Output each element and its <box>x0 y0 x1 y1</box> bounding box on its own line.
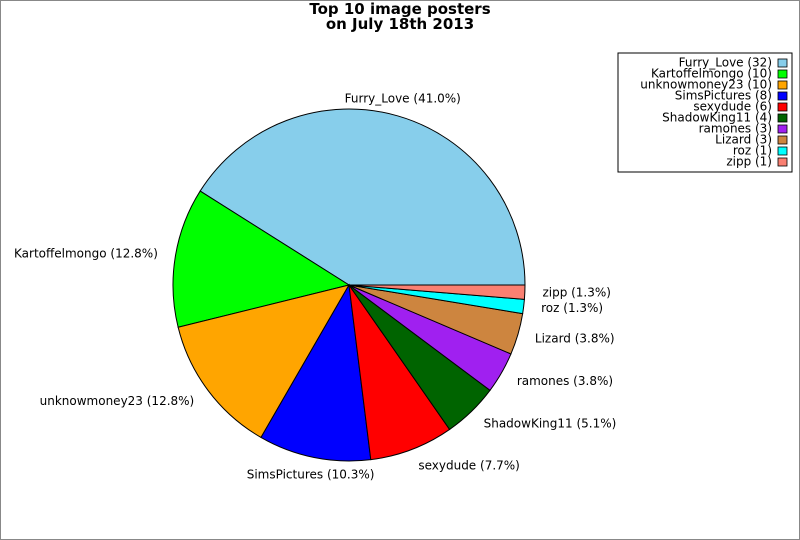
legend-swatch <box>777 91 788 101</box>
legend-swatch <box>777 135 788 145</box>
legend-label: ramones (3) <box>699 122 772 136</box>
legend-swatch <box>777 80 788 90</box>
legend-swatch <box>777 157 788 167</box>
legend-label: sexydude (6) <box>693 100 772 114</box>
legend-label: SimsPictures (8) <box>675 89 772 103</box>
slice-label: unknowmoney23 (12.8%) <box>40 394 195 408</box>
slice-label: Furry_Love (41.0%) <box>345 92 461 106</box>
legend-label: ShadowKing11 (4) <box>662 111 772 125</box>
legend-label: roz (1) <box>733 144 772 158</box>
legend-label: zipp (1) <box>726 155 772 169</box>
legend-swatch <box>777 69 788 79</box>
legend-label: Furry_Love (32) <box>679 56 772 70</box>
slice-label: ShadowKing11 (5.1%) <box>484 417 617 431</box>
pie-slice <box>199 108 526 286</box>
slice-label: Lizard (3.8%) <box>535 332 615 346</box>
legend-label: Kartoffelmongo (10) <box>651 67 772 81</box>
slice-label: roz (1.3%) <box>541 301 603 315</box>
pie-slice <box>348 284 526 300</box>
slice-label: ramones (3.8%) <box>517 374 613 388</box>
pie-slice <box>177 284 351 439</box>
chart-title: Top 10 image posters on July 18th 2013 <box>309 0 491 33</box>
legend-swatch <box>777 58 788 68</box>
legend-swatch <box>777 102 788 112</box>
pie-slice <box>172 190 351 328</box>
legend-box <box>617 52 793 173</box>
legend-swatch <box>777 124 788 134</box>
legend-swatch <box>777 146 788 156</box>
pie-slice <box>260 283 372 462</box>
slice-label: zipp (1.3%) <box>542 285 611 299</box>
slice-label: SimsPictures (10.3%) <box>247 467 375 481</box>
legend-label: unknowmoney23 (10) <box>640 78 772 92</box>
legend-swatch <box>777 113 788 123</box>
slice-label: Kartoffelmongo (12.8%) <box>14 247 158 261</box>
slice-label: sexydude (7.7%) <box>418 458 520 472</box>
legend-label: Lizard (3) <box>715 133 772 147</box>
